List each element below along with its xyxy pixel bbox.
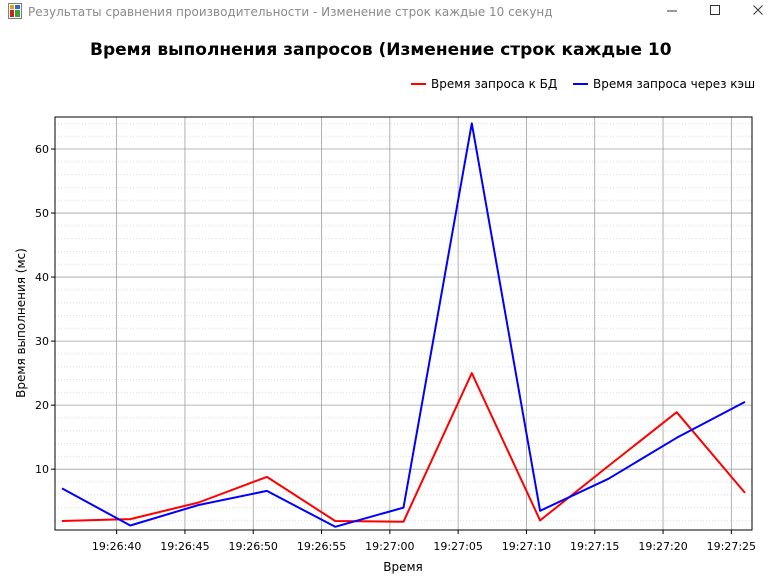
minimize-icon — [667, 10, 677, 12]
series-lines — [61, 122, 746, 528]
maximize-button[interactable] — [691, 0, 737, 24]
x-tick-label: 19:27:15 — [570, 540, 619, 553]
close-button[interactable] — [734, 0, 780, 24]
x-axis-ticks: 19:26:40 19:26:45 19:26:50 19:26:55 19:27:00… — [92, 530, 756, 553]
close-icon — [753, 5, 763, 15]
app-icon — [8, 3, 22, 19]
y-tick-label: 40 — [35, 271, 49, 284]
x-tick-label: 19:26:40 — [92, 540, 141, 553]
legend: Время запроса к БД Время запроса через к… — [411, 77, 755, 91]
x-tick-label: 19:27:20 — [638, 540, 687, 553]
x-tick-label: 19:26:50 — [229, 540, 278, 553]
series-line-cache — [61, 122, 746, 528]
y-axis-ticks: 10 20 30 40 50 60 — [35, 143, 55, 476]
plot-area-border — [54, 116, 753, 531]
x-tick-label: 19:27:05 — [433, 540, 482, 553]
window-title: Результаты сравнения производительности … — [28, 5, 553, 19]
y-tick-label: 20 — [35, 399, 49, 412]
x-tick-label: 19:26:55 — [297, 540, 346, 553]
maximize-icon — [710, 5, 720, 15]
legend-label-cache: Время запроса через кэш — [593, 77, 755, 91]
x-tick-label: 19:27:00 — [365, 540, 414, 553]
x-tick-label: 19:26:45 — [160, 540, 209, 553]
legend-label-db: Время запроса к БД — [431, 77, 557, 91]
x-tick-label: 19:27:10 — [502, 540, 551, 553]
major-gridlines — [55, 117, 752, 530]
minor-gridlines — [55, 122, 752, 521]
y-tick-label: 10 — [35, 463, 49, 476]
x-axis-label: Время — [383, 560, 423, 574]
series-line-db — [61, 372, 746, 523]
y-tick-label: 60 — [35, 143, 49, 156]
y-tick-label: 50 — [35, 207, 49, 220]
title-bar: Результаты сравнения производительности … — [0, 0, 780, 24]
chart: Время выполнения запросов (Изменение стр… — [14, 40, 756, 574]
chart-title: Время выполнения запросов (Изменение стр… — [90, 40, 672, 60]
legend-item-cache: Время запроса через кэш — [573, 77, 755, 91]
minimize-button[interactable] — [648, 0, 694, 24]
legend-item-db: Время запроса к БД — [411, 77, 557, 91]
x-tick-label: 19:27:25 — [707, 540, 756, 553]
y-axis-label: Время выполнения (мс) — [14, 248, 28, 398]
y-tick-label: 30 — [35, 335, 49, 348]
